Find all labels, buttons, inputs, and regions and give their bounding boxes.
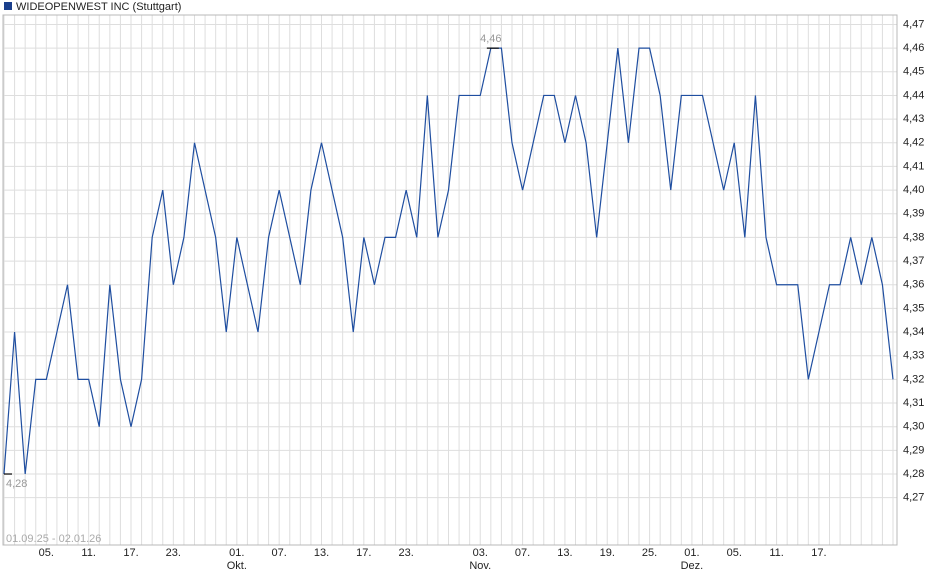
x-tick-label: 03. Nov. <box>469 547 491 572</box>
x-tick-label: 01. Dez. <box>681 547 704 572</box>
x-tick-label: 13. <box>557 547 572 559</box>
y-tick-label: 4,28 <box>903 468 924 480</box>
legend-swatch <box>4 2 12 10</box>
y-tick-label: 4,29 <box>903 444 924 456</box>
legend-label: WIDEOPENWEST INC (Stuttgart) <box>16 1 181 13</box>
y-tick-label: 4,27 <box>903 492 924 504</box>
x-tick-label: 23. <box>399 547 414 559</box>
y-tick-label: 4,43 <box>903 113 924 125</box>
y-tick-label: 4,45 <box>903 66 924 78</box>
x-tick-label: 11. <box>81 547 95 559</box>
x-tick-label: 11. <box>769 547 783 559</box>
annotation-label: 4,46 <box>480 33 501 45</box>
x-tick-label: 23. <box>166 547 181 559</box>
x-tick-label: 07. <box>272 547 287 559</box>
plot-border <box>2 14 898 546</box>
x-tick-label: 17. <box>356 547 371 559</box>
y-tick-label: 4,34 <box>903 326 924 338</box>
x-tick-label: 17. <box>811 547 826 559</box>
x-tick-label: 01. Okt. <box>227 547 247 572</box>
x-tick-label: 07. <box>515 547 530 559</box>
x-tick-label: 05. <box>727 547 742 559</box>
price-line <box>3 47 894 475</box>
annotation-label: 4,28 <box>6 478 27 490</box>
x-tick-label: 13. <box>314 547 329 559</box>
y-tick-label: 4,37 <box>903 255 924 267</box>
y-tick-label: 4,36 <box>903 279 924 291</box>
y-tick-label: 4,44 <box>903 89 924 101</box>
x-tick-label: 19. <box>600 547 615 559</box>
x-tick-label: 25. <box>642 547 657 559</box>
y-tick-label: 4,46 <box>903 42 924 54</box>
y-tick-label: 4,47 <box>903 18 924 30</box>
y-tick-label: 4,41 <box>903 160 924 172</box>
y-tick-label: 4,39 <box>903 208 924 220</box>
y-tick-label: 4,40 <box>903 184 924 196</box>
x-tick-label: 17. <box>123 547 138 559</box>
y-tick-label: 4,38 <box>903 231 924 243</box>
date-range: 01.09.25 - 02.01.26 <box>6 533 101 545</box>
y-tick-label: 4,32 <box>903 373 924 385</box>
y-tick-label: 4,33 <box>903 350 924 362</box>
y-tick-label: 4,31 <box>903 397 924 409</box>
y-tick-label: 4,30 <box>903 421 924 433</box>
y-tick-label: 4,42 <box>903 137 924 149</box>
y-tick-label: 4,35 <box>903 302 924 314</box>
x-tick-label: 05. <box>39 547 54 559</box>
